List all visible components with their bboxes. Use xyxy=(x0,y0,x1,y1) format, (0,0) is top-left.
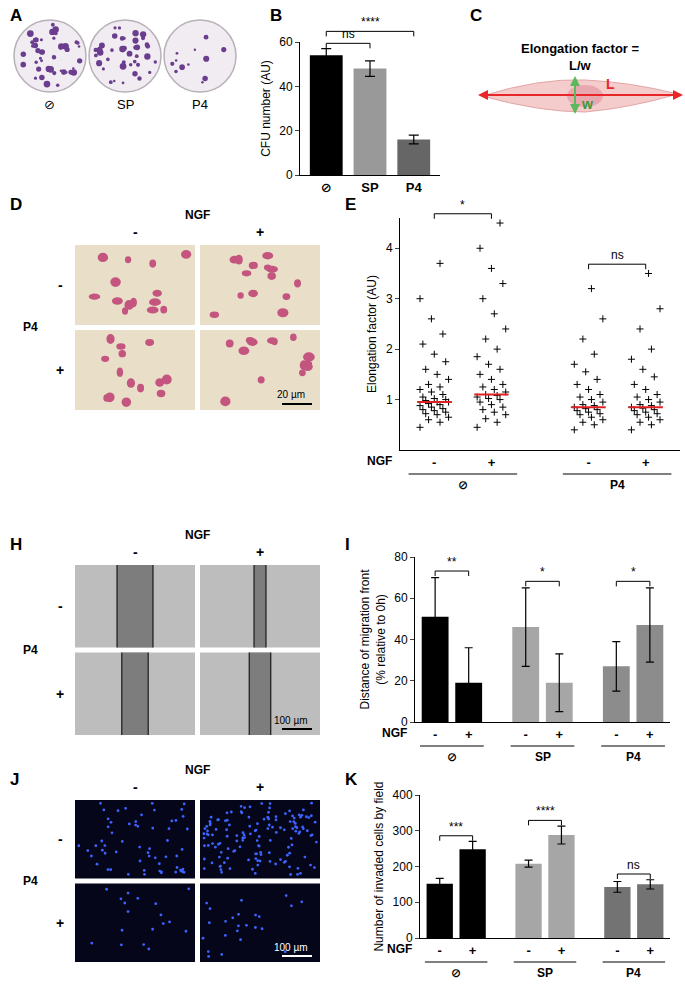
svg-text:NGF: NGF xyxy=(185,528,210,542)
svg-text:ns: ns xyxy=(611,248,624,262)
svg-text:*: * xyxy=(540,565,545,579)
svg-text:P4: P4 xyxy=(626,966,641,980)
svg-text:-: - xyxy=(58,598,63,614)
svg-text:+: + xyxy=(488,455,496,470)
svg-text:+: + xyxy=(56,915,64,931)
svg-text:⊘: ⊘ xyxy=(44,97,55,112)
svg-text:K: K xyxy=(345,770,358,789)
svg-text:***: *** xyxy=(449,820,463,834)
svg-text:+: + xyxy=(555,727,563,742)
svg-text:80: 80 xyxy=(394,550,408,564)
svg-text:0: 0 xyxy=(406,931,413,945)
svg-text:0: 0 xyxy=(286,168,293,182)
svg-text:H: H xyxy=(10,535,22,554)
svg-text:100 µm: 100 µm xyxy=(274,942,308,953)
svg-text:+: + xyxy=(465,727,473,742)
svg-text:-: - xyxy=(133,544,138,560)
svg-text:100 µm: 100 µm xyxy=(274,715,308,726)
svg-text:1: 1 xyxy=(386,393,393,407)
svg-text:⊘: ⊘ xyxy=(458,478,468,492)
svg-text:-: - xyxy=(433,727,437,742)
svg-text:200: 200 xyxy=(393,860,413,874)
svg-text:P4: P4 xyxy=(23,643,38,657)
svg-text:P4: P4 xyxy=(610,478,625,492)
svg-text:+: + xyxy=(256,224,264,240)
svg-text:Number of invaded cells by fie: Number of invaded cells by field xyxy=(372,781,386,951)
svg-text:-: - xyxy=(432,455,436,470)
svg-text:Elongation factor (AU): Elongation factor (AU) xyxy=(365,275,379,393)
svg-text:A: A xyxy=(10,6,22,25)
svg-text:SP: SP xyxy=(361,180,379,195)
svg-text:D: D xyxy=(10,195,22,214)
svg-text:-: - xyxy=(133,224,138,240)
svg-text:L: L xyxy=(606,76,615,92)
svg-text:300: 300 xyxy=(393,824,413,838)
svg-text:100: 100 xyxy=(393,895,413,909)
svg-text:⊘: ⊘ xyxy=(451,966,461,980)
svg-text:20: 20 xyxy=(394,674,408,688)
svg-text:L/w: L/w xyxy=(569,58,592,73)
svg-text:+: + xyxy=(56,362,64,378)
svg-text:⊘: ⊘ xyxy=(447,750,457,764)
svg-text:-: - xyxy=(615,943,619,958)
svg-text:E: E xyxy=(345,195,356,214)
svg-text:NGF: NGF xyxy=(387,942,412,956)
svg-text:-: - xyxy=(58,277,63,293)
svg-text:-: - xyxy=(133,779,138,795)
svg-text:****: **** xyxy=(361,15,380,29)
svg-text:****: **** xyxy=(536,804,555,818)
svg-text:⊘: ⊘ xyxy=(321,180,332,195)
svg-text:400: 400 xyxy=(393,788,413,802)
svg-text:I: I xyxy=(345,535,350,554)
svg-text:NGF: NGF xyxy=(382,726,407,740)
svg-text:40: 40 xyxy=(279,80,293,94)
svg-text:NGF: NGF xyxy=(367,454,392,468)
svg-text:-: - xyxy=(614,727,618,742)
svg-text:NGF: NGF xyxy=(185,763,210,777)
svg-text:B: B xyxy=(270,6,282,25)
svg-text:Elongation factor =: Elongation factor = xyxy=(521,41,640,56)
svg-text:SP: SP xyxy=(537,966,553,980)
svg-text:SP: SP xyxy=(117,97,134,112)
svg-text:+: + xyxy=(56,686,64,702)
svg-text:P4: P4 xyxy=(192,97,208,112)
svg-text:-: - xyxy=(438,943,442,958)
svg-text:2: 2 xyxy=(386,342,393,356)
svg-text:60: 60 xyxy=(279,35,293,49)
svg-text:w: w xyxy=(581,96,593,112)
svg-text:P4: P4 xyxy=(23,320,38,334)
svg-text:+: + xyxy=(646,943,654,958)
svg-text:-: - xyxy=(586,455,590,470)
svg-text:NGF: NGF xyxy=(185,208,210,222)
svg-text:P4: P4 xyxy=(23,874,38,888)
svg-text:0: 0 xyxy=(401,715,408,729)
svg-text:40: 40 xyxy=(394,633,408,647)
svg-text:**: ** xyxy=(447,555,457,569)
svg-text:20: 20 xyxy=(279,124,293,138)
svg-text:Distance of migration front(%: Distance of migration front(% relative t… xyxy=(358,569,388,710)
svg-text:C: C xyxy=(470,6,482,25)
svg-text:+: + xyxy=(646,727,654,742)
svg-text:SP: SP xyxy=(535,750,551,764)
svg-text:4: 4 xyxy=(386,241,393,255)
svg-text:*: * xyxy=(631,565,636,579)
svg-text:+: + xyxy=(642,455,650,470)
svg-text:60: 60 xyxy=(394,591,408,605)
svg-text:-: - xyxy=(524,727,528,742)
svg-text:P4: P4 xyxy=(406,180,423,195)
svg-text:J: J xyxy=(10,770,19,789)
svg-text:ns: ns xyxy=(342,27,355,41)
svg-text:P4: P4 xyxy=(626,750,641,764)
svg-text:+: + xyxy=(558,943,566,958)
svg-text:-: - xyxy=(526,943,530,958)
svg-text:+: + xyxy=(256,544,264,560)
svg-text:-: - xyxy=(58,831,63,847)
svg-text:*: * xyxy=(460,198,465,212)
svg-text:CFU number (AU): CFU number (AU) xyxy=(259,60,273,157)
svg-text:3: 3 xyxy=(386,292,393,306)
svg-text:20 µm: 20 µm xyxy=(277,389,305,400)
svg-text:ns: ns xyxy=(627,858,640,872)
svg-text:+: + xyxy=(256,779,264,795)
svg-text:+: + xyxy=(469,943,477,958)
